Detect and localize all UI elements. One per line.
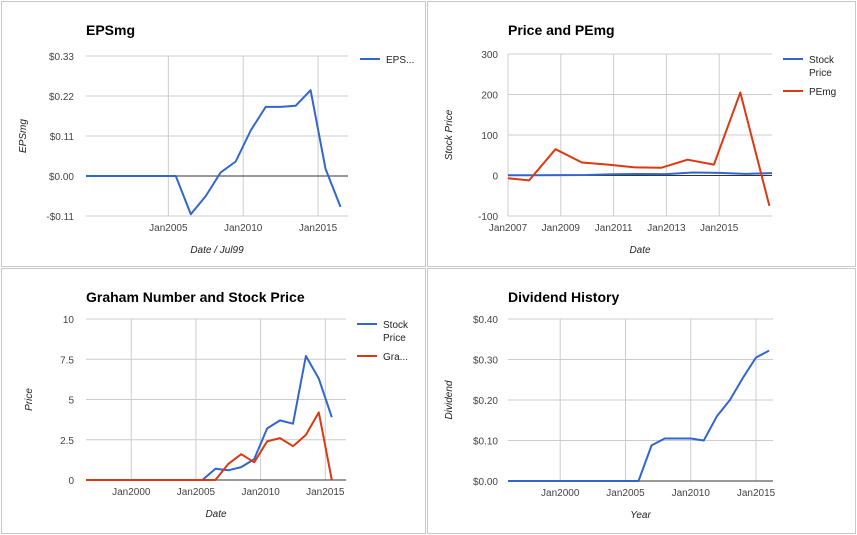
graham-chart-panel: Graham Number and Stock Price 0 2.5 5 7.5 10 J…: [1, 268, 426, 534]
chart-svg: Price and PEmg -100 0 100 200 300 Jan2007 Jan20…: [444, 22, 836, 256]
x-axis-label: Year: [630, 510, 651, 521]
y-tick-label: $0.00: [49, 172, 74, 183]
y-tick-label: 7.5: [60, 355, 74, 366]
y-tick-label: $0.22: [49, 92, 74, 103]
y-tick-label: $0.40: [473, 315, 498, 326]
legend-label: Price: [383, 333, 406, 344]
y-tick-label: $0.00: [473, 477, 498, 488]
series-line: [507, 171, 773, 177]
y-tick-label: 10: [63, 315, 75, 326]
x-tick-label: Jan2007: [489, 223, 528, 234]
y-tick-label: $0.20: [473, 396, 498, 407]
chart-title: Graham Number and Stock Price: [86, 289, 305, 305]
x-axis-label: Date: [205, 509, 227, 520]
eps-chart-panel: EPSmg -$0.11 $0.00 $0.11 $0.22 $0.33 Jan2005 Ja…: [1, 1, 426, 267]
x-tick-label: Jan2015: [737, 488, 776, 499]
x-tick-label: Jan2015: [299, 223, 338, 234]
x-tick-label: Jan2005: [149, 223, 188, 234]
y-tick-label: 200: [481, 91, 498, 102]
y-tick-label: 2.5: [60, 436, 74, 447]
x-tick-label: Jan2010: [672, 488, 711, 499]
legend-label: PEmg: [809, 87, 836, 98]
legend-label: Stock: [809, 55, 835, 66]
x-tick-label: Jan2009: [542, 223, 581, 234]
chart-title: Price and PEmg: [508, 22, 615, 38]
chart-svg: Graham Number and Stock Price 0 2.5 5 7.5 10 J…: [24, 289, 409, 520]
series-line: [507, 91, 771, 207]
x-tick-label: Jan2000: [112, 487, 151, 498]
y-tick-label: $0.11: [50, 132, 75, 143]
chart-svg: EPSmg -$0.11 $0.00 $0.11 $0.22 $0.33 Jan2005 Ja…: [18, 22, 414, 256]
y-axis-label: Dividend: [444, 380, 455, 419]
legend-label: Price: [809, 68, 832, 79]
chart-title: Dividend History: [508, 289, 619, 305]
x-tick-label: Jan2015: [700, 223, 739, 234]
y-tick-label: -$0.11: [46, 212, 74, 223]
y-tick-label: $0.10: [473, 437, 498, 448]
legend-label: Gra...: [383, 352, 408, 363]
y-axis-label: EPSmg: [18, 119, 29, 153]
y-axis-label: Price: [24, 388, 35, 411]
x-axis-label: Date / Jul99: [190, 245, 244, 256]
price-pe-chart-panel: Price and PEmg -100 0 100 200 300 Jan2007 Jan20…: [427, 1, 856, 267]
series-line: [86, 89, 342, 216]
y-tick-label: 100: [481, 131, 498, 142]
chart-title: EPSmg: [86, 22, 135, 38]
series-line: [86, 355, 333, 481]
x-tick-label: Jan2015: [306, 487, 345, 498]
legend-label: EPS...: [386, 55, 414, 66]
x-tick-label: Jan2005: [177, 487, 216, 498]
x-tick-label: Jan2000: [541, 488, 580, 499]
x-tick-label: Jan2011: [595, 223, 633, 234]
y-tick-label: 300: [481, 50, 498, 61]
x-tick-label: Jan2010: [241, 487, 280, 498]
y-axis-label: Stock Price: [444, 109, 455, 160]
dividend-chart-panel: Dividend History $0.00 $0.10 $0.20 $0.30 $0.4…: [427, 268, 856, 534]
x-tick-label: Jan2013: [647, 223, 686, 234]
y-tick-label: 0: [492, 172, 498, 183]
series-line: [508, 349, 770, 482]
series-line: [86, 411, 333, 481]
y-tick-label: 0: [68, 476, 74, 487]
y-tick-label: -100: [478, 212, 498, 223]
x-axis-label: Date: [629, 245, 651, 256]
x-tick-label: Jan2005: [606, 488, 645, 499]
x-tick-label: Jan2010: [224, 223, 263, 234]
y-tick-label: $0.30: [473, 356, 498, 367]
chart-svg: Dividend History $0.00 $0.10 $0.20 $0.30 $0.4…: [444, 289, 776, 521]
y-tick-label: $0.33: [49, 52, 74, 63]
legend-label: Stock: [383, 320, 409, 331]
y-tick-label: 5: [68, 396, 74, 407]
